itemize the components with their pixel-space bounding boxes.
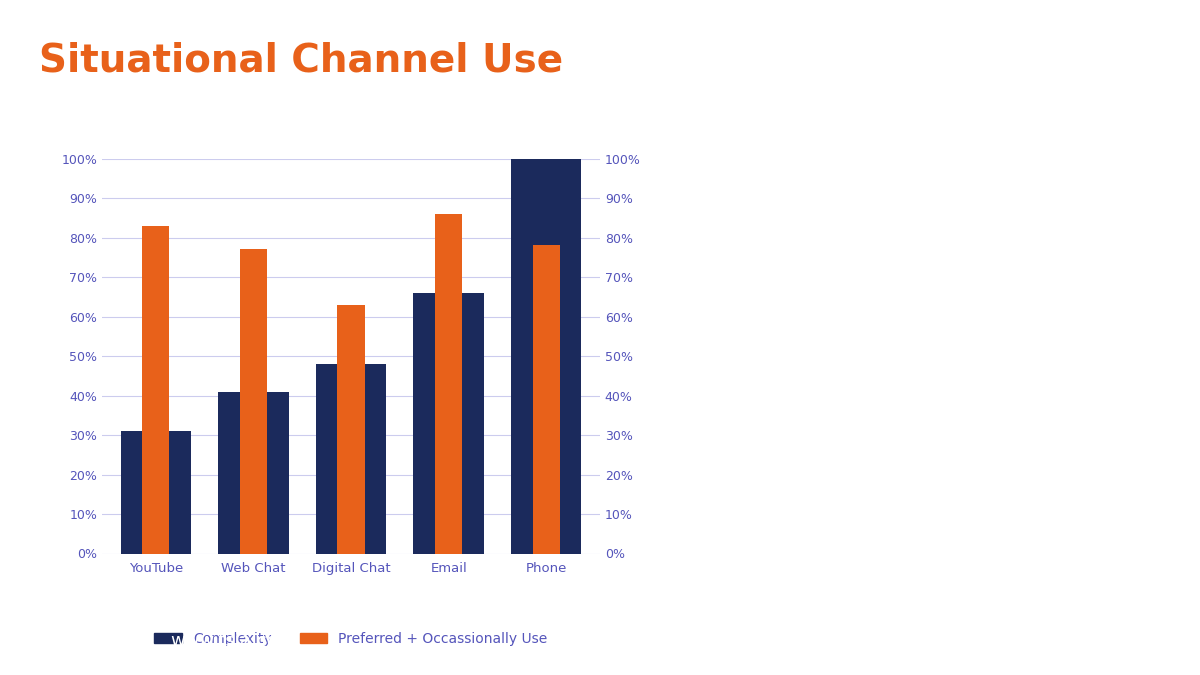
Text: 50% or more of Baby: 50% or more of Baby xyxy=(772,109,1082,134)
Legend: Complexity, Preferred + Occassionally Use: Complexity, Preferred + Occassionally Us… xyxy=(149,626,553,651)
Text: 15: 15 xyxy=(850,453,1004,560)
Text: Boomers say they prefer: Boomers say they prefer xyxy=(744,163,1110,188)
Bar xyxy=(240,250,268,554)
Bar xyxy=(316,364,386,554)
Bar xyxy=(533,246,560,554)
Bar xyxy=(414,293,484,554)
Bar xyxy=(337,304,365,554)
Bar xyxy=(511,159,582,554)
Bar xyxy=(120,431,191,554)
Bar xyxy=(434,214,462,553)
Text: channels for Gen Z: channels for Gen Z xyxy=(787,588,1067,614)
Text: ·tsia: ·tsia xyxy=(53,627,128,655)
Text: channels, compared to: channels, compared to xyxy=(757,406,1097,431)
Text: 6: 6 xyxy=(888,264,966,371)
Text: or occasionally use: or occasionally use xyxy=(785,217,1069,242)
Text: Situational Channel Use: Situational Channel Use xyxy=(40,42,563,80)
Bar xyxy=(142,225,169,554)
Bar xyxy=(218,392,288,554)
Text: www.tsia.com: www.tsia.com xyxy=(170,632,295,650)
